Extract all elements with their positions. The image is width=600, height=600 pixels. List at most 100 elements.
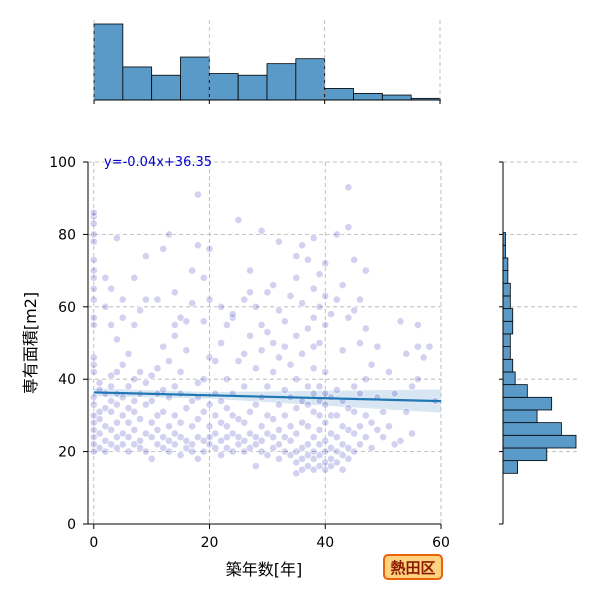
data-point <box>309 407 318 416</box>
data-point <box>194 241 202 250</box>
data-point <box>344 444 353 452</box>
data-point <box>199 375 208 384</box>
data-point <box>298 349 307 358</box>
data-point <box>170 320 179 329</box>
data-point <box>350 447 359 456</box>
data-point <box>141 447 150 456</box>
data-point <box>101 273 110 282</box>
x-tick-label: 40 <box>316 535 334 551</box>
data-point <box>113 418 121 427</box>
data-point <box>275 237 283 246</box>
data-point <box>188 422 197 431</box>
data-point <box>246 331 254 340</box>
data-point <box>107 382 116 391</box>
data-point <box>89 400 98 409</box>
data-point <box>361 324 370 333</box>
data-point <box>159 342 168 351</box>
data-point <box>89 284 98 293</box>
data-point <box>315 462 324 470</box>
x-tick-label: 20 <box>201 535 219 551</box>
data-point <box>356 295 364 304</box>
data-point <box>240 382 249 391</box>
data-point <box>338 440 347 449</box>
data-point <box>101 404 110 413</box>
data-point <box>153 295 162 304</box>
data-point <box>159 244 168 253</box>
y-hist-bar <box>502 358 514 373</box>
data-point <box>356 422 364 431</box>
data-point <box>240 447 249 456</box>
data-point <box>107 425 116 434</box>
data-point <box>356 440 364 449</box>
x-hist-bar <box>295 58 326 101</box>
data-point <box>118 411 127 420</box>
data-point <box>153 425 162 434</box>
data-point <box>118 295 127 304</box>
data-point <box>286 360 295 369</box>
data-point <box>275 454 283 463</box>
data-point <box>304 382 312 391</box>
data-point <box>165 436 173 445</box>
data-point <box>113 444 121 452</box>
data-point <box>280 433 289 442</box>
data-point <box>327 454 335 463</box>
data-point <box>413 342 422 351</box>
data-point <box>356 389 364 398</box>
data-point <box>332 411 341 420</box>
data-point <box>361 411 370 420</box>
data-point <box>95 444 104 452</box>
data-point <box>292 273 301 282</box>
data-point <box>309 389 318 398</box>
data-point <box>89 360 98 369</box>
data-point <box>217 339 225 347</box>
data-point <box>251 400 260 409</box>
data-point <box>199 407 208 416</box>
data-point <box>350 382 359 391</box>
y-hist-bar <box>502 460 519 474</box>
data-point <box>321 400 330 409</box>
data-point <box>101 302 110 311</box>
data-point <box>304 255 312 264</box>
data-point <box>292 447 301 456</box>
x-hist-bar <box>180 56 210 101</box>
data-point <box>194 378 202 387</box>
data-point <box>107 371 116 380</box>
data-point <box>257 226 266 235</box>
data-point <box>269 368 278 376</box>
x-hist-bar <box>324 88 354 101</box>
data-point <box>165 447 173 456</box>
data-point <box>402 349 411 358</box>
data-point <box>269 415 278 423</box>
data-point <box>350 407 359 416</box>
data-point <box>217 302 225 311</box>
x-tick-label: 0 <box>89 535 98 551</box>
data-point <box>165 230 173 239</box>
data-point <box>124 382 133 391</box>
data-point <box>113 234 121 242</box>
data-point <box>275 306 283 315</box>
data-point <box>107 320 116 329</box>
data-point <box>89 393 98 402</box>
data-point <box>373 342 382 351</box>
x-hist-bar <box>208 73 239 101</box>
data-point <box>124 433 133 442</box>
data-point <box>315 382 324 391</box>
data-point <box>141 378 150 387</box>
data-point <box>390 440 399 449</box>
data-point <box>321 320 330 329</box>
data-point <box>228 447 237 456</box>
data-point <box>246 266 254 275</box>
x-hist-bar <box>122 66 153 101</box>
axes: 0 20 40 60 0 20 40 60 80 100 <box>49 155 450 551</box>
data-point <box>275 440 283 449</box>
data-point <box>385 368 393 376</box>
data-point <box>199 273 208 282</box>
data-point <box>321 418 330 427</box>
data-point <box>257 436 266 445</box>
data-point <box>205 433 214 442</box>
data-point <box>396 317 405 326</box>
data-point <box>188 299 197 308</box>
data-point <box>107 284 116 293</box>
data-point <box>188 266 197 275</box>
data-point <box>89 353 98 362</box>
